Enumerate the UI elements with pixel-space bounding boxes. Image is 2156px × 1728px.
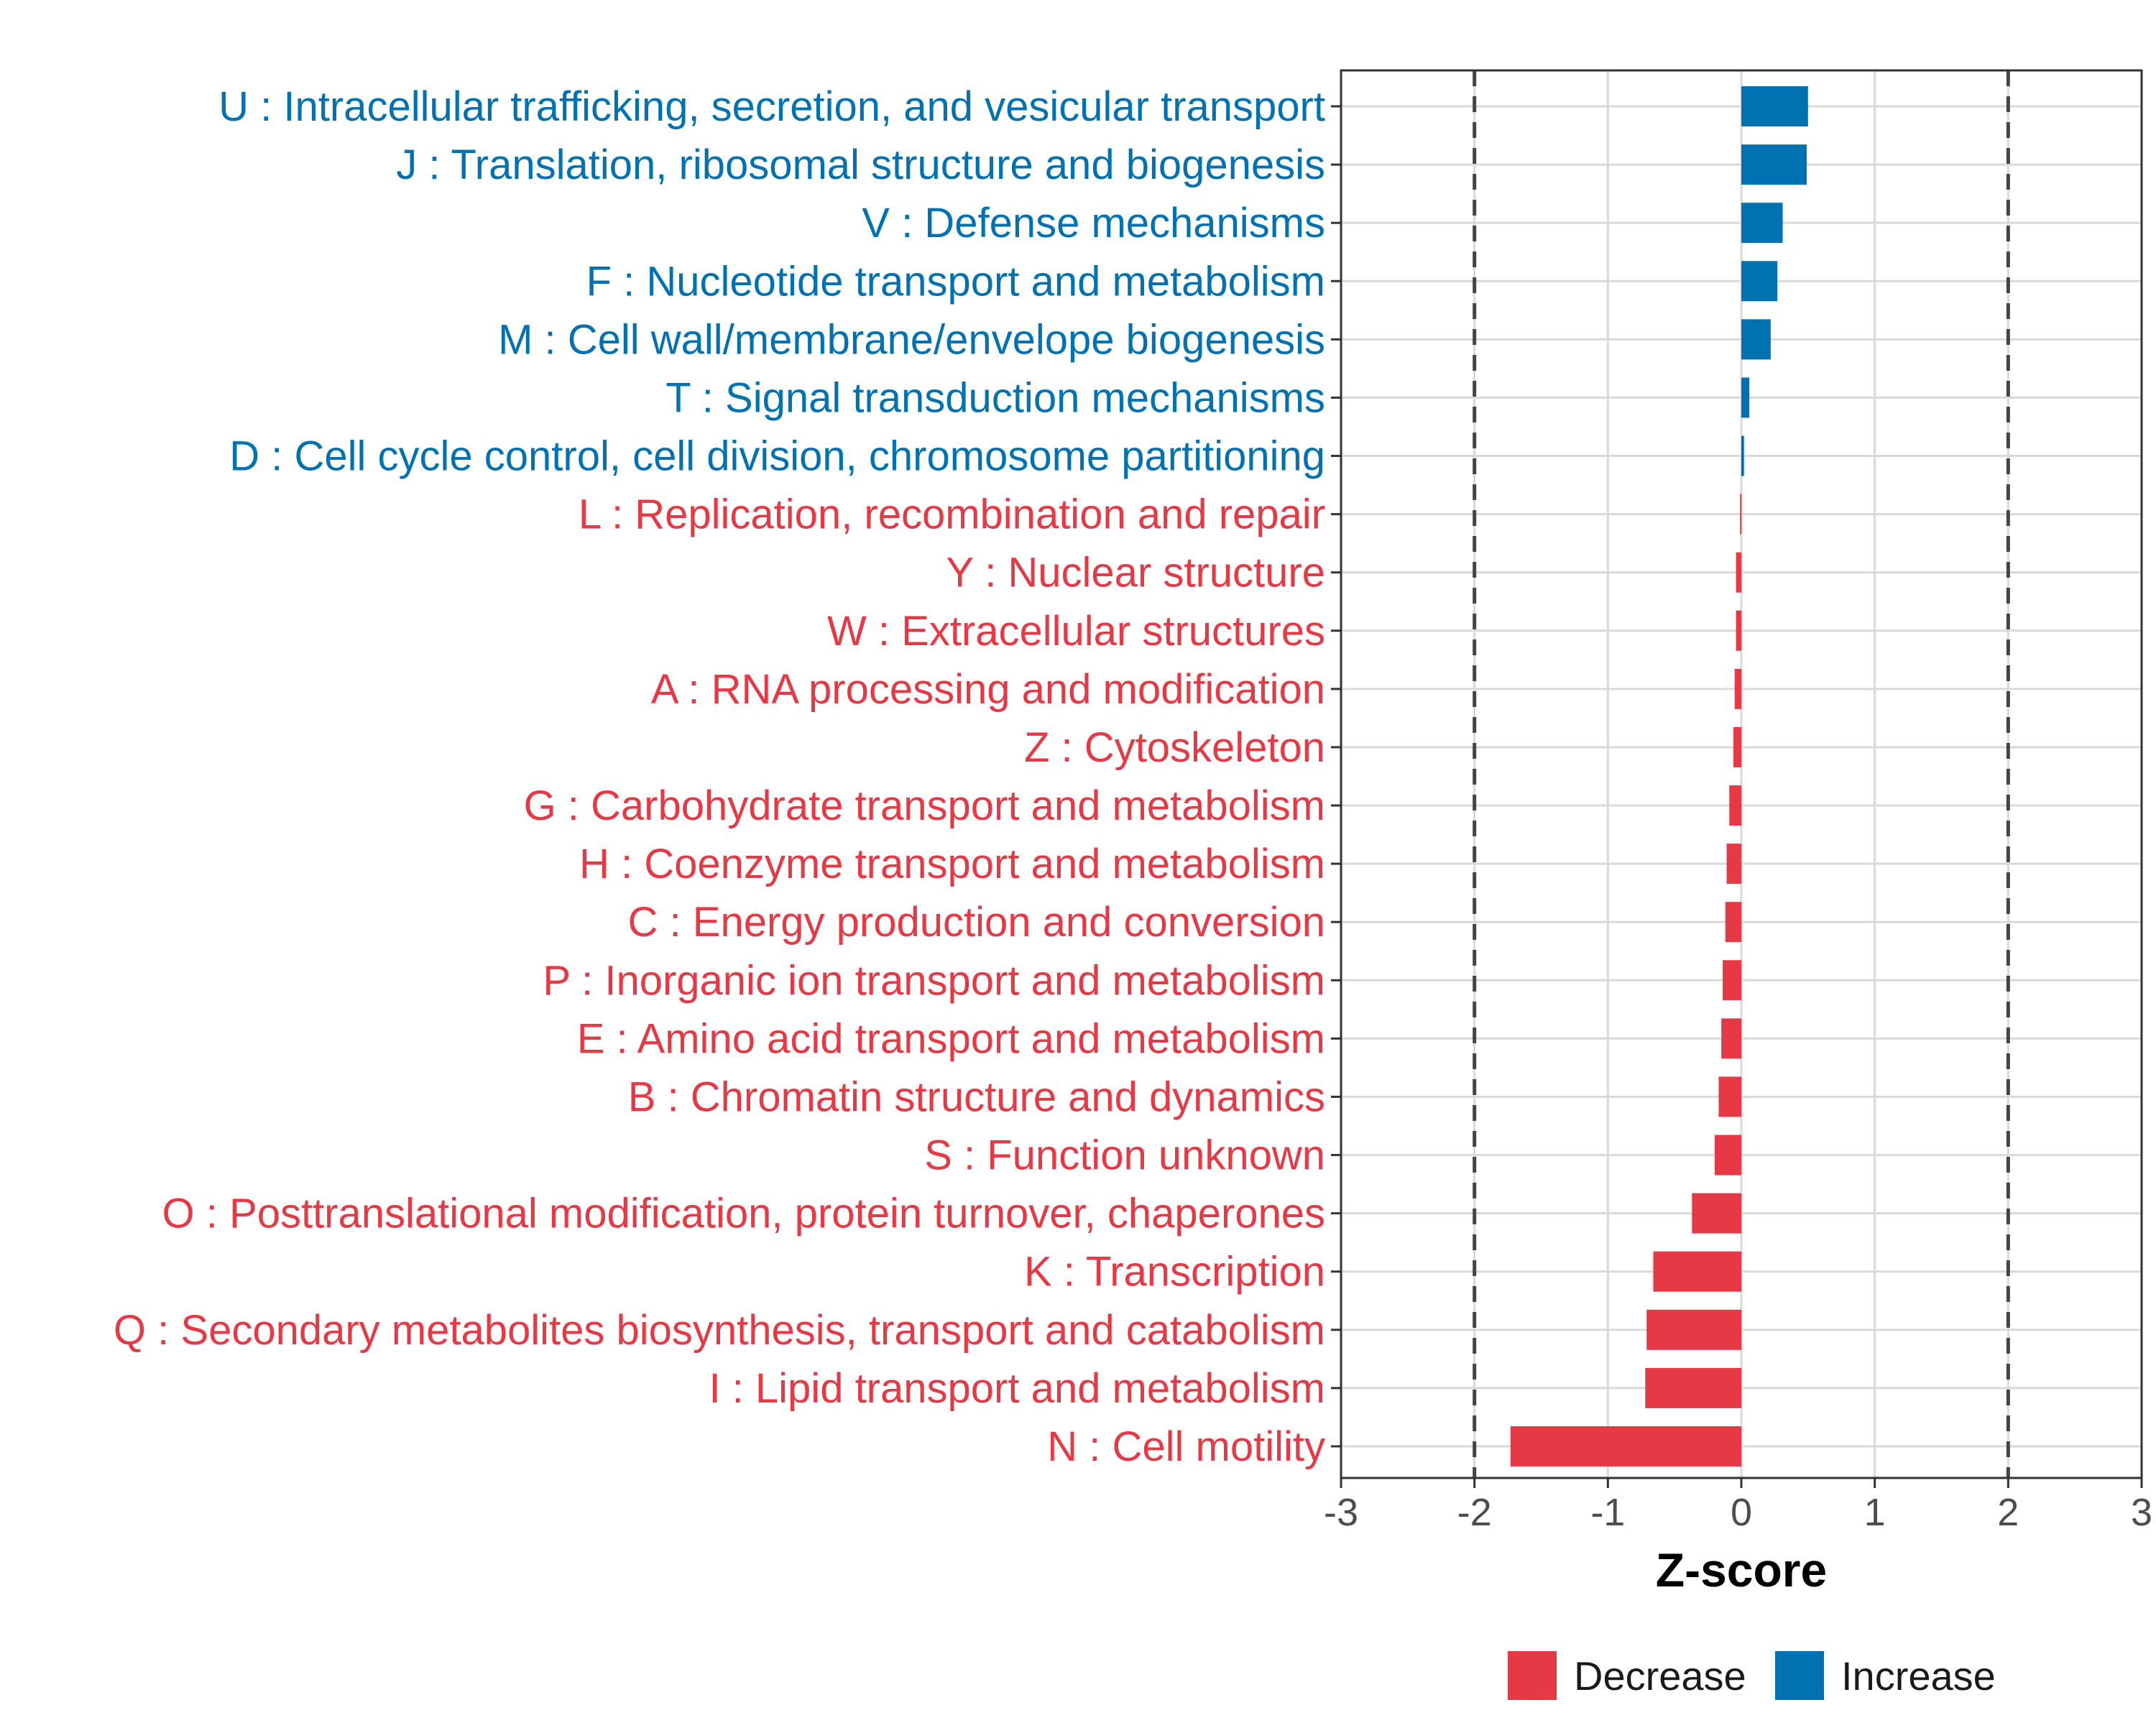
- category-label: L : Replication, recombination and repai…: [579, 491, 1325, 538]
- category-label: Z : Cytoskeleton: [1024, 724, 1325, 771]
- bar: [1741, 86, 1808, 126]
- category-label: H : Coenzyme transport and metabolism: [579, 841, 1325, 887]
- legend: Decrease Increase: [1508, 1651, 1996, 1700]
- category-label: W : Extracellular structures: [827, 608, 1325, 655]
- category-label: C : Energy production and conversion: [628, 899, 1325, 946]
- bar: [1510, 1426, 1741, 1466]
- category-label: Q : Secondary metabolites biosynthesis, …: [114, 1307, 1325, 1354]
- x-tick-label: 1: [1864, 1491, 1886, 1534]
- bar: [1718, 1076, 1741, 1117]
- bar: [1723, 960, 1741, 1001]
- x-tick-label: -1: [1590, 1491, 1625, 1534]
- bar: [1646, 1309, 1741, 1350]
- bar: [1741, 377, 1750, 418]
- bar: [1729, 785, 1741, 826]
- bar: [1741, 435, 1744, 476]
- bar: [1653, 1251, 1741, 1292]
- bar: [1734, 668, 1741, 709]
- category-label: M : Cell wall/membrane/envelope biogenes…: [498, 316, 1325, 363]
- legend-swatch: [1508, 1651, 1557, 1700]
- bar: [1721, 1018, 1741, 1059]
- x-ticks: -3 -2 -1 0 1 2 3: [1324, 1478, 2152, 1534]
- bar: [1740, 494, 1742, 535]
- reference-lines: [1473, 70, 2010, 1478]
- bar: [1714, 1135, 1741, 1175]
- category-label: O : Posttranslational modification, prot…: [162, 1191, 1325, 1237]
- bar: [1692, 1193, 1741, 1234]
- legend-label: Increase: [1841, 1653, 1996, 1699]
- x-tick-label: 3: [2131, 1491, 2152, 1534]
- bar: [1733, 726, 1741, 767]
- category-label: D : Cell cycle control, cell division, c…: [229, 433, 1325, 480]
- bar: [1736, 552, 1741, 593]
- bar: [1741, 261, 1778, 302]
- bar: [1725, 902, 1741, 943]
- category-label: B : Chromatin structure and dynamics: [628, 1073, 1325, 1120]
- category-label: V : Defense mechanisms: [862, 200, 1325, 246]
- category-label: P : Inorganic ion transport and metaboli…: [543, 957, 1325, 1004]
- bar: [1741, 144, 1807, 185]
- category-label: F : Nucleotide transport and metabolism: [586, 258, 1325, 305]
- x-tick-label: -3: [1324, 1491, 1358, 1534]
- x-axis-title: Z-score: [1656, 1543, 1827, 1597]
- category-label: A : RNA processing and modification: [651, 666, 1325, 713]
- legend-swatch: [1775, 1651, 1824, 1700]
- x-tick-label: 0: [1731, 1491, 1752, 1534]
- y-ticks: U : Intracellular trafficking, secretion…: [114, 83, 1341, 1470]
- bar: [1726, 844, 1741, 884]
- bars: [1510, 86, 1808, 1466]
- category-label: I : Lipid transport and metabolism: [709, 1365, 1325, 1412]
- legend-label: Decrease: [1574, 1653, 1746, 1699]
- category-label: T : Signal transduction mechanisms: [665, 374, 1325, 421]
- category-label: U : Intracellular trafficking, secretion…: [218, 83, 1325, 130]
- category-label: J : Translation, ribosomal structure and…: [396, 142, 1325, 188]
- x-tick-label: -2: [1457, 1491, 1492, 1534]
- category-label: N : Cell motility: [1047, 1423, 1325, 1470]
- x-tick-label: 2: [1997, 1491, 2019, 1534]
- category-label: S : Function unknown: [924, 1132, 1325, 1179]
- bar: [1741, 203, 1783, 244]
- category-label: G : Carbohydrate transport and metabolis…: [524, 782, 1325, 829]
- category-label: Y : Nuclear structure: [946, 550, 1325, 596]
- bar: [1741, 319, 1771, 360]
- category-label: E : Amino acid transport and metabolism: [577, 1015, 1325, 1062]
- bar: [1645, 1367, 1741, 1408]
- bar: [1736, 610, 1741, 651]
- category-label: K : Transcription: [1024, 1249, 1325, 1295]
